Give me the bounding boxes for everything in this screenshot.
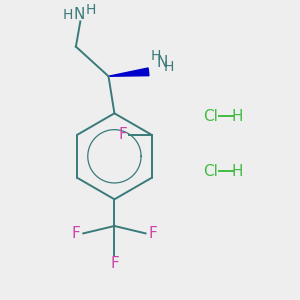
Text: F: F bbox=[110, 256, 119, 272]
Text: H: H bbox=[63, 8, 73, 22]
Text: F: F bbox=[71, 226, 80, 241]
Text: H: H bbox=[151, 50, 161, 63]
Text: F: F bbox=[118, 127, 127, 142]
Text: H: H bbox=[232, 109, 243, 124]
Polygon shape bbox=[109, 68, 149, 76]
Text: F: F bbox=[148, 226, 157, 241]
Text: H: H bbox=[85, 3, 96, 17]
Text: Cl: Cl bbox=[203, 164, 218, 178]
Text: H: H bbox=[164, 60, 175, 74]
Text: N: N bbox=[156, 55, 167, 70]
Text: N: N bbox=[73, 8, 85, 22]
Text: H: H bbox=[232, 164, 243, 178]
Text: Cl: Cl bbox=[203, 109, 218, 124]
